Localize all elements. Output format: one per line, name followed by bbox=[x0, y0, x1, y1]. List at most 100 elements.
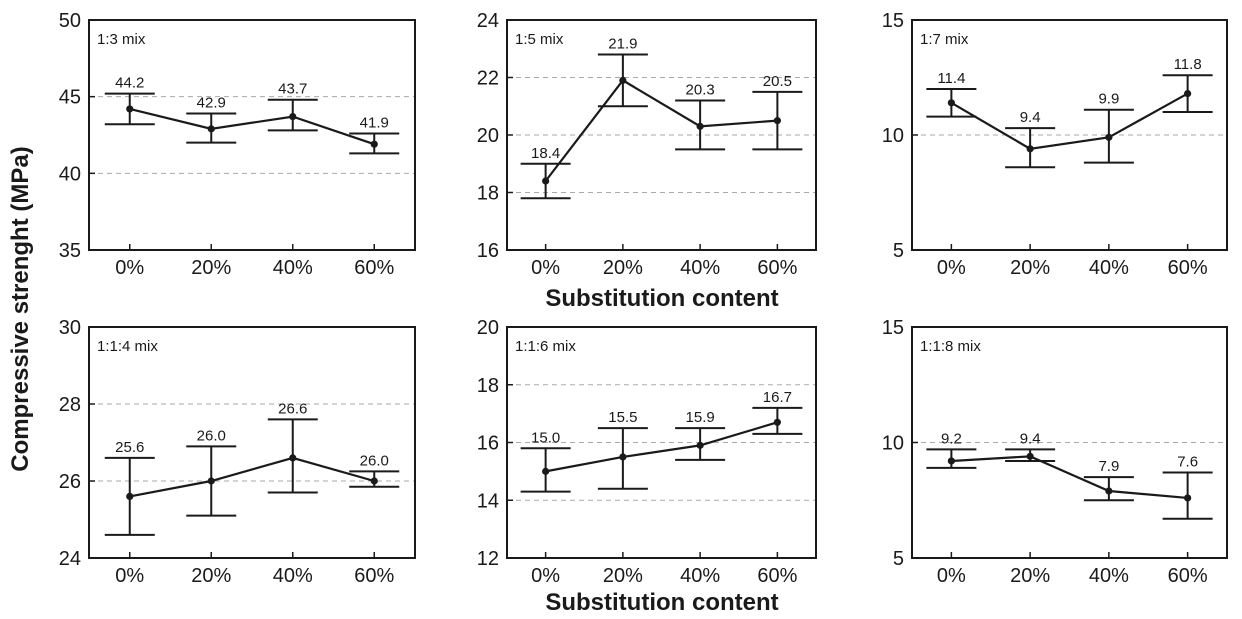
data-label: 26.6 bbox=[278, 400, 307, 417]
data-point bbox=[289, 113, 297, 121]
panel-5: 12 14 16 18 20 0% 20% 40% 60% 15.0 15.5 15.9 16.7 1:1… bbox=[477, 317, 817, 587]
data-point bbox=[126, 105, 134, 113]
y-tick-label: 35 bbox=[59, 240, 81, 262]
x-tick-label: 40% bbox=[680, 565, 720, 587]
panel-6: 5 10 15 0% 20% 40% 60% 9.2 9.4 7.9 7.6 1:1:8 mix bbox=[882, 317, 1228, 587]
panel-label: 1:1:8 mix bbox=[920, 338, 981, 355]
data-label: 15.5 bbox=[608, 409, 637, 426]
x-tick-label: 20% bbox=[603, 257, 643, 279]
plot-frame bbox=[88, 326, 416, 559]
x-tick-label: 20% bbox=[1010, 565, 1050, 587]
y-tick-label: 18 bbox=[477, 183, 499, 205]
data-point bbox=[696, 441, 704, 449]
data-point bbox=[207, 125, 215, 133]
y-tick-label: 10 bbox=[882, 125, 904, 147]
y-tick-label: 24 bbox=[59, 548, 81, 570]
data-point bbox=[370, 477, 378, 485]
panel-3: 5 10 15 0% 20% 40% 60% 11.4 9.4 9.9 11.8 1:7 mix bbox=[882, 10, 1228, 279]
y-tick-label: 15 bbox=[882, 317, 904, 339]
data-point bbox=[619, 453, 627, 461]
x-tick-label: 60% bbox=[1168, 565, 1208, 587]
data-point bbox=[947, 99, 955, 107]
data-point bbox=[773, 418, 781, 426]
y-axis-title: Compressive strenght (MPa) bbox=[7, 146, 34, 471]
data-label: 42.9 bbox=[197, 95, 226, 112]
x-axis-title-bottom: Substitution content bbox=[545, 589, 778, 616]
x-axis-title-top: Substitution content bbox=[545, 285, 778, 312]
data-label: 11.4 bbox=[937, 70, 965, 87]
series-line bbox=[545, 421, 778, 473]
y-tick-label: 26 bbox=[59, 471, 81, 493]
y-tick-label: 5 bbox=[893, 240, 904, 262]
data-label: 15.0 bbox=[531, 429, 560, 446]
panel-2: 16 18 20 22 24 0% 20% 40% 60% 18.4 21.9 20.3 20.5 1:5… bbox=[477, 10, 817, 279]
x-tick-label: 20% bbox=[191, 565, 231, 587]
x-tick-label: 40% bbox=[273, 257, 313, 279]
x-tick-label: 60% bbox=[354, 565, 394, 587]
data-label: 26.0 bbox=[197, 427, 226, 444]
y-tick-label: 45 bbox=[59, 87, 81, 109]
data-label: 15.9 bbox=[686, 409, 715, 426]
plot-frame bbox=[911, 326, 1228, 559]
data-label: 16.7 bbox=[763, 389, 792, 406]
data-point bbox=[1026, 452, 1034, 460]
x-tick-label: 0% bbox=[115, 257, 144, 279]
x-tick-label: 20% bbox=[1010, 257, 1050, 279]
x-tick-label: 40% bbox=[680, 257, 720, 279]
plot-frame bbox=[911, 19, 1228, 251]
data-point bbox=[696, 122, 704, 130]
data-point bbox=[542, 177, 550, 185]
data-point bbox=[947, 457, 955, 465]
y-tick-label: 20 bbox=[477, 125, 499, 147]
data-label: 20.5 bbox=[763, 73, 792, 90]
x-tick-label: 60% bbox=[354, 257, 394, 279]
data-label: 9.4 bbox=[1020, 430, 1041, 447]
x-tick-label: 60% bbox=[757, 257, 797, 279]
y-tick-label: 24 bbox=[477, 10, 499, 32]
y-tick-label: 40 bbox=[59, 163, 81, 185]
x-tick-label: 40% bbox=[1089, 565, 1129, 587]
panel-1: 35 40 45 50 0% 20% 40% 60% 44.2 42.9 43.7 41.9 1:3 m… bbox=[59, 10, 416, 279]
y-tick-label: 10 bbox=[882, 433, 904, 455]
y-tick-label: 16 bbox=[477, 433, 499, 455]
series-line bbox=[950, 92, 1189, 150]
panel-4: 24 26 28 30 0% 20% 40% 60% 25.6 26.0 26.6 26.0 1:1:4… bbox=[59, 317, 416, 587]
series-line bbox=[129, 107, 375, 146]
data-point bbox=[542, 467, 550, 475]
x-tick-label: 20% bbox=[603, 565, 643, 587]
panel-label: 1:5 mix bbox=[515, 31, 564, 48]
y-tick-label: 12 bbox=[477, 548, 499, 570]
data-point bbox=[1105, 487, 1113, 495]
data-label: 41.9 bbox=[360, 114, 389, 131]
x-tick-label: 60% bbox=[757, 565, 797, 587]
y-tick-label: 5 bbox=[893, 548, 904, 570]
y-tick-label: 15 bbox=[882, 10, 904, 32]
x-tick-label: 0% bbox=[531, 565, 560, 587]
panel-label: 1:1:6 mix bbox=[515, 338, 576, 355]
data-point bbox=[207, 477, 215, 485]
plot-frame bbox=[88, 19, 416, 251]
x-tick-label: 40% bbox=[1089, 257, 1129, 279]
data-point bbox=[1105, 133, 1113, 141]
data-label: 9.2 bbox=[941, 430, 962, 447]
data-label: 21.9 bbox=[608, 36, 637, 53]
data-label: 44.2 bbox=[115, 75, 144, 92]
plot-frame bbox=[506, 19, 817, 251]
x-tick-label: 0% bbox=[115, 565, 144, 587]
data-label: 18.4 bbox=[531, 145, 560, 162]
data-label: 25.6 bbox=[115, 439, 144, 456]
data-label: 9.9 bbox=[1098, 91, 1119, 108]
x-tick-label: 0% bbox=[937, 257, 966, 279]
data-label: 7.9 bbox=[1098, 458, 1119, 475]
y-tick-label: 30 bbox=[59, 317, 81, 339]
x-tick-label: 40% bbox=[273, 565, 313, 587]
series-line bbox=[951, 455, 1188, 500]
data-label: 7.6 bbox=[1177, 454, 1198, 471]
y-tick-label: 22 bbox=[477, 68, 499, 90]
data-point bbox=[289, 454, 297, 462]
y-tick-label: 28 bbox=[59, 394, 81, 416]
series-line bbox=[544, 78, 778, 182]
x-tick-label: 20% bbox=[191, 257, 231, 279]
y-tick-label: 18 bbox=[477, 375, 499, 397]
x-tick-label: 0% bbox=[937, 565, 966, 587]
